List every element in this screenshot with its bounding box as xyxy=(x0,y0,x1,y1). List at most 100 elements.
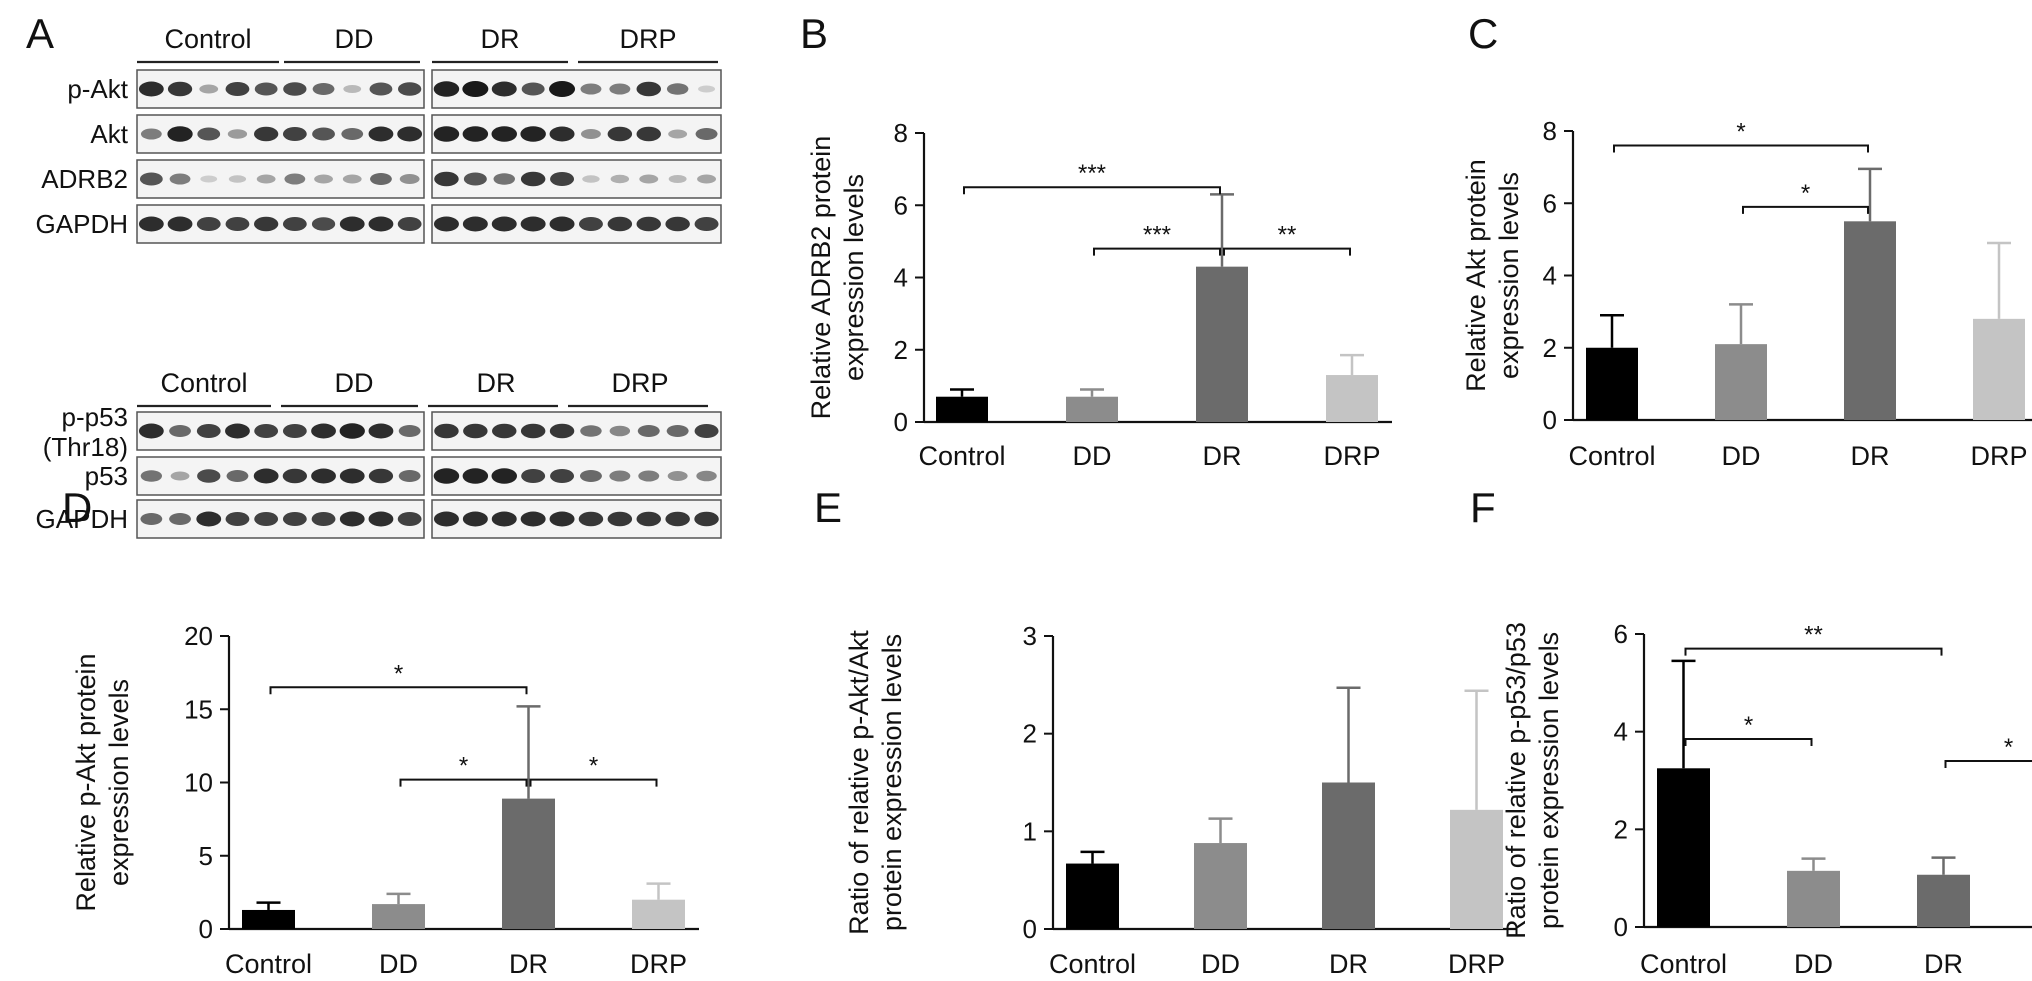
blot-band xyxy=(520,126,546,142)
y-tick-label: 1 xyxy=(1023,816,1037,846)
y-axis-title-line: protein expression levels xyxy=(1534,632,1564,929)
blot-group-label: DR xyxy=(481,24,520,54)
y-axis-title: Relative ADRB2 protein expression levels xyxy=(806,136,869,420)
blot-band xyxy=(225,423,250,439)
category-label: DD xyxy=(1201,949,1240,979)
blot-band xyxy=(609,425,631,437)
significance-label: ** xyxy=(1278,222,1297,249)
blot-band xyxy=(637,425,660,437)
category-label: DD xyxy=(1794,949,1833,979)
blot-band xyxy=(311,423,336,439)
blot-band xyxy=(609,83,631,95)
blot-band xyxy=(580,83,602,95)
category-label: Control xyxy=(1568,441,1655,471)
blot-band xyxy=(225,82,250,96)
blot-band xyxy=(549,216,575,232)
blot-band xyxy=(694,424,719,438)
blot-band xyxy=(167,216,193,232)
significance-bracket xyxy=(1093,247,1221,256)
blot-band xyxy=(433,81,460,97)
y-tick-label: 6 xyxy=(1614,619,1628,649)
blot-band xyxy=(666,83,689,95)
significance-bracket xyxy=(1223,247,1351,256)
blot-band xyxy=(694,217,719,231)
blot-band xyxy=(668,129,688,139)
blot-band xyxy=(369,82,393,96)
blot-group-label: DRP xyxy=(611,368,668,398)
blot-band xyxy=(549,126,575,142)
blot-band xyxy=(463,423,488,439)
blot-band xyxy=(197,127,221,141)
category-label: DRP xyxy=(1970,441,2027,471)
blot-band xyxy=(666,425,689,437)
blot-band xyxy=(339,423,365,439)
significance-label: * xyxy=(394,660,403,687)
blot-band xyxy=(140,128,162,140)
y-tick-label: 2 xyxy=(1614,814,1628,844)
blot-band xyxy=(399,174,420,184)
blot-band xyxy=(549,423,575,439)
blot-band xyxy=(368,216,394,232)
blot-band xyxy=(225,217,250,231)
y-tick-label: 5 xyxy=(199,841,213,871)
blot-band xyxy=(138,423,164,439)
blot-band xyxy=(196,511,222,527)
category-label: Control xyxy=(225,949,312,979)
blot-group-label: DD xyxy=(335,24,374,54)
y-tick-label: 4 xyxy=(894,263,908,293)
y-tick-label: 6 xyxy=(1543,188,1557,218)
blot-band xyxy=(196,424,221,438)
bar-control xyxy=(1066,863,1119,929)
significance-bracket xyxy=(1742,205,1869,214)
significance-label: * xyxy=(1736,118,1745,145)
y-tick-label: 2 xyxy=(1543,333,1557,363)
blot-band xyxy=(434,423,459,439)
blot-band xyxy=(582,175,600,183)
blot-group-label: Control xyxy=(160,368,247,398)
blot-band xyxy=(578,511,604,527)
blot-band xyxy=(256,174,276,184)
blot-band xyxy=(549,81,576,97)
category-label: DRP xyxy=(1448,949,1505,979)
blot-band xyxy=(434,171,459,187)
y-axis-title-line: Ratio of relative p-Akt/Akt xyxy=(844,630,874,935)
blot-band xyxy=(167,81,193,97)
panel-letter-c: C xyxy=(1468,10,1498,57)
blot-band xyxy=(282,468,308,484)
blot-band xyxy=(520,511,546,527)
blot-band xyxy=(696,470,717,482)
panel-letter-b: B xyxy=(800,10,828,57)
bar-control xyxy=(936,396,988,422)
chart-panel-e: 0 1 2 3 Ratio of relative p-Akt/Akt protein e… xyxy=(844,621,1517,979)
significance-bracket xyxy=(1613,144,1869,153)
blot-band xyxy=(609,470,631,482)
blot-band xyxy=(578,217,603,231)
blot-band xyxy=(311,512,336,526)
significance-bracket xyxy=(529,778,658,787)
category-label: DRP xyxy=(1323,441,1380,471)
blot-band xyxy=(607,511,633,527)
blot-band xyxy=(521,82,545,96)
blot-band xyxy=(253,216,279,232)
blot-band xyxy=(282,512,307,526)
y-tick-label: 2 xyxy=(1023,719,1037,749)
significance-bracket xyxy=(963,186,1221,195)
bar-dr xyxy=(1196,266,1248,422)
blot-band xyxy=(462,511,488,527)
y-tick-label: 20 xyxy=(184,621,213,651)
blot-band xyxy=(343,85,362,93)
blot-band xyxy=(197,469,221,483)
y-axis-title-line: Relative Akt protein xyxy=(1461,159,1491,392)
blot-band xyxy=(491,216,517,232)
blot-band xyxy=(254,424,279,438)
significance-label: *** xyxy=(1143,222,1171,249)
significance-label: * xyxy=(589,753,598,780)
blot-band xyxy=(520,171,546,187)
bar-dd xyxy=(372,904,425,929)
category-label: DD xyxy=(1722,441,1761,471)
blot-group-label: DD xyxy=(335,368,374,398)
significance-bracket xyxy=(269,686,528,695)
blot-band xyxy=(695,128,718,140)
y-axis-title-line: protein expression levels xyxy=(877,634,907,931)
panel-letter-d: D xyxy=(62,484,92,531)
